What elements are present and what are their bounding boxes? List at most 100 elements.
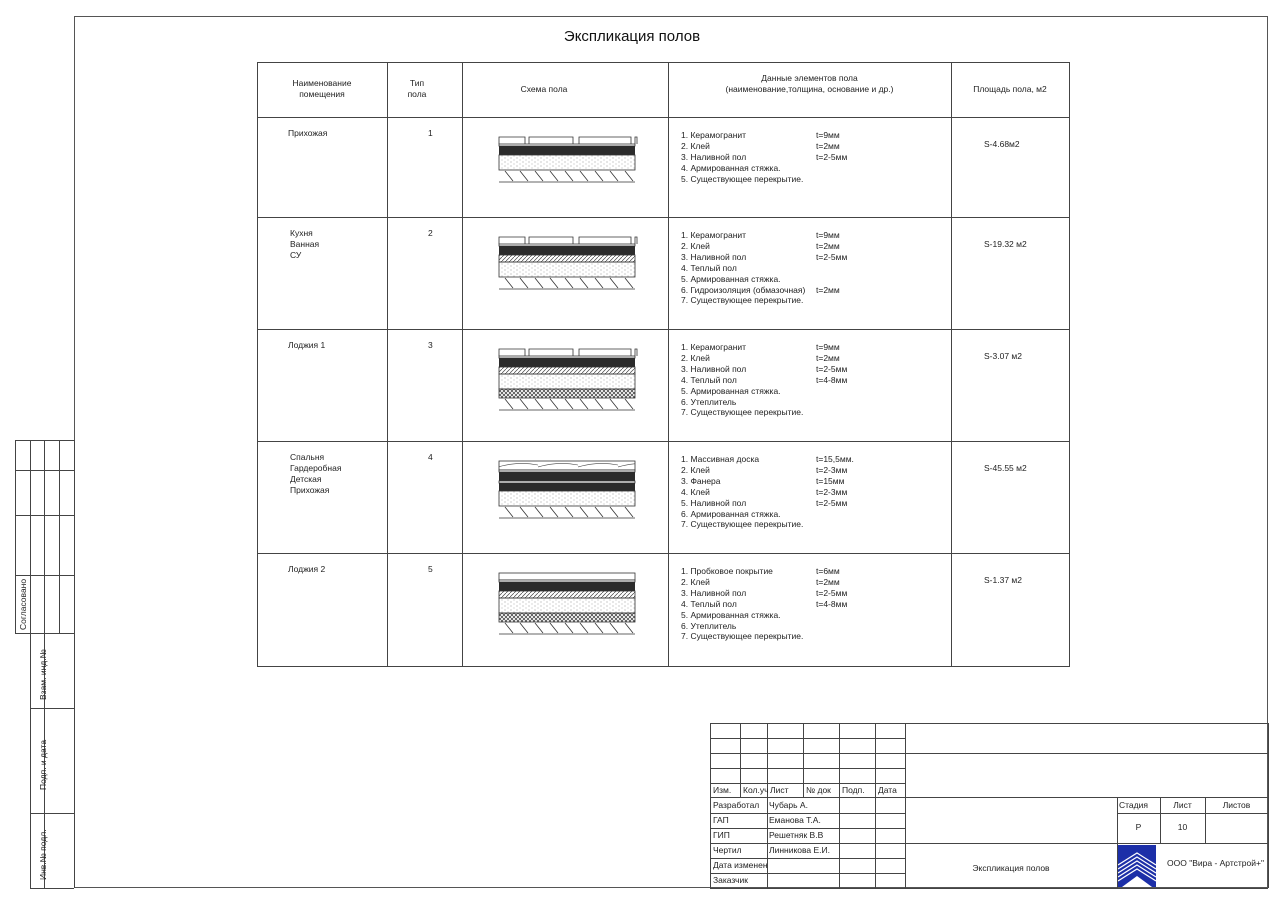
- floor-type: 3: [428, 340, 433, 350]
- revision-header: Лист: [770, 785, 789, 795]
- scheme-layer-slab: [499, 170, 635, 183]
- rule-line: [905, 753, 1268, 754]
- scheme-layer-tile: [578, 236, 632, 244]
- rule-line: [951, 62, 952, 667]
- room-name: Прихожая: [290, 485, 330, 495]
- rule-line: [257, 666, 1070, 667]
- rule-line: [710, 797, 905, 798]
- element-item: 4. Теплый пол: [681, 262, 737, 273]
- scheme-layer-heated: [498, 254, 636, 263]
- scheme-layer-screed: [498, 490, 636, 507]
- element-item: 1. Массивная доска: [681, 454, 760, 464]
- element-item: 5. Армированная стяжка.: [681, 273, 781, 284]
- scheme-layer-insulation: [498, 612, 636, 623]
- rule-line: [74, 440, 75, 888]
- scheme-layer-self-leveling: [499, 582, 635, 591]
- signature-name: Чубарь А.: [769, 800, 808, 810]
- scheme-layer-tile: [528, 236, 574, 244]
- element-item: 2. Клей: [681, 352, 710, 363]
- rule-line: [839, 723, 840, 888]
- scheme-layer-heated: [498, 366, 636, 375]
- header-elements: (наименование,толщина, основание и др.): [725, 84, 894, 94]
- scheme-layer-screed: [498, 154, 636, 171]
- header-room: Наименование: [292, 78, 352, 88]
- revision-header: Кол.уч: [743, 785, 769, 795]
- floor-area: S-4.68м2: [984, 139, 1020, 149]
- rule-line: [710, 783, 905, 784]
- element-item: 1. Керамогранит: [681, 130, 747, 140]
- rule-line: [905, 843, 1268, 844]
- rule-line: [15, 633, 74, 634]
- scheme-layer-adhesive: [498, 355, 636, 359]
- rule-line: [710, 828, 905, 829]
- element-thickness: t=2мм: [816, 352, 840, 363]
- element-thickness: t=2мм: [816, 576, 840, 587]
- signature-name: Решетняк В.В: [769, 830, 824, 840]
- scheme-layer-tile: [498, 236, 526, 244]
- floor-type: 2: [428, 228, 433, 238]
- header-room: помещения: [299, 89, 345, 99]
- rule-line: [257, 441, 1070, 442]
- element-item: 4. Теплый пол: [681, 598, 737, 609]
- scheme-layer-slab: [499, 506, 635, 519]
- rule-line: [1117, 797, 1118, 888]
- room-name: Лоджия 2: [288, 564, 326, 574]
- element-item: 2. Клей: [681, 576, 710, 587]
- rule-line: [905, 723, 1268, 724]
- scheme-layer-screed: [498, 261, 636, 278]
- element-item: 7. Существующее перекрытие.: [681, 519, 804, 530]
- sheet-label: Лист: [1173, 800, 1192, 810]
- signature-role: ГИП: [713, 830, 730, 840]
- inventory-label: Инв.№ подл.: [38, 829, 48, 880]
- rule-line: [710, 723, 905, 724]
- room-name: Кухня: [290, 228, 313, 238]
- rule-line: [257, 117, 1070, 118]
- element-item: 3. Наливной пол: [681, 151, 747, 162]
- drawing-name: Экспликация полов: [972, 863, 1050, 873]
- element-item: 4. Армированная стяжка.: [681, 162, 781, 173]
- rule-line: [905, 797, 1268, 798]
- scheme-layer-tile: [634, 348, 638, 356]
- rule-line: [30, 440, 31, 888]
- element-item: 2. Клей: [681, 464, 710, 475]
- scheme-layer-self-leveling: [499, 472, 635, 481]
- element-thickness: t=2мм: [816, 284, 840, 295]
- element-thickness: t=2-5мм: [816, 151, 848, 162]
- rule-line: [1205, 797, 1206, 843]
- room-name: Прихожая: [288, 128, 328, 138]
- rule-line: [740, 723, 741, 797]
- scheme-layer-tile: [498, 136, 526, 144]
- rule-line: [668, 62, 669, 667]
- rule-line: [1069, 62, 1070, 667]
- signature-role: ГАП: [713, 815, 729, 825]
- replace-label: Взам. инд.№: [38, 649, 48, 700]
- element-item: 4. Клей: [681, 486, 710, 497]
- scheme-layer-tile: [578, 348, 632, 356]
- element-thickness: t=2-5мм: [816, 251, 848, 262]
- rule-line: [1160, 797, 1161, 843]
- floor-type: 5: [428, 564, 433, 574]
- element-thickness: t=2-5мм: [816, 497, 848, 508]
- element-item: 3. Наливной пол: [681, 363, 747, 374]
- rule-line: [710, 843, 905, 844]
- element-item: 5. Наливной пол: [681, 497, 747, 508]
- scheme-layer-adhesive: [498, 143, 636, 147]
- element-item: 7. Существующее перекрытие.: [681, 631, 804, 642]
- rule-line: [710, 813, 905, 814]
- rule-line: [257, 217, 1070, 218]
- stage-label: Стадия: [1119, 800, 1148, 810]
- element-thickness: t=9мм: [816, 342, 840, 352]
- signature-name: Линникова Е.И.: [769, 845, 831, 855]
- scheme-layer-insulation: [498, 388, 636, 399]
- element-thickness: t=2мм: [816, 240, 840, 251]
- scheme-layer-tile: [528, 136, 574, 144]
- signature-role: Заказчик: [713, 875, 748, 885]
- floor-scheme-diagram: [498, 136, 638, 183]
- rule-line: [15, 470, 74, 471]
- element-item: 2. Клей: [681, 240, 710, 251]
- revision-header: Изм.: [713, 785, 732, 795]
- element-item: 3. Наливной пол: [681, 587, 747, 598]
- scheme-layer-wood: [498, 460, 636, 471]
- element-item: 1. Керамогранит: [681, 230, 747, 240]
- floor-scheme-diagram: [498, 236, 638, 290]
